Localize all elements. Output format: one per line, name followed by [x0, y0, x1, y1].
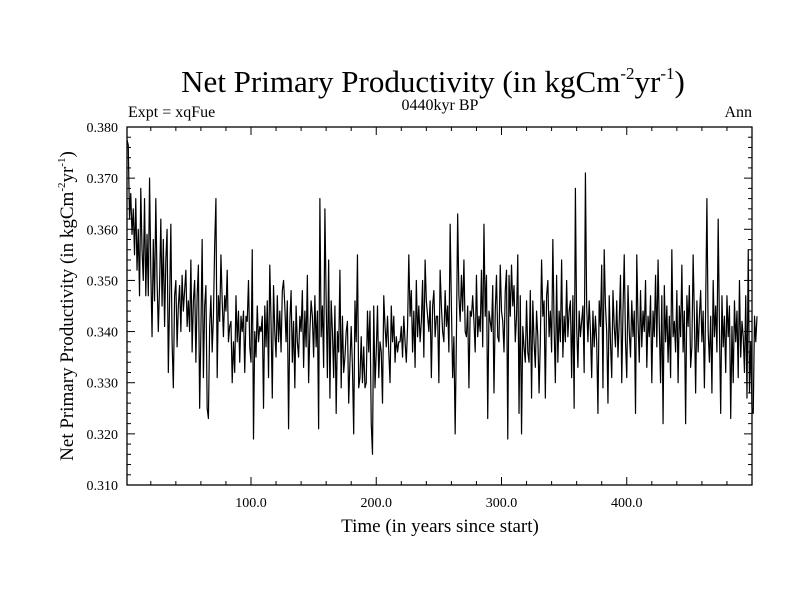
y-tick-label: 0.360: [87, 223, 119, 238]
period-label: 0440kyr BP: [402, 97, 479, 114]
y-tick-label: 0.310: [87, 479, 119, 494]
y-tick-label: 0.320: [87, 428, 119, 443]
y-tick-label: 0.340: [87, 326, 119, 341]
x-tick-label: 300.0: [486, 496, 518, 511]
tick-labels: 0.310 0.320 0.330 0.340 0.350 0.360 0.370 0.380…: [87, 121, 643, 511]
series-line-npp: [126, 139, 758, 455]
experiment-label: Expt = xqFue: [128, 104, 215, 121]
plot-frame: [126, 126, 753, 486]
y-tick-label: 0.380: [87, 121, 119, 136]
y-tick-label: 0.330: [87, 377, 119, 392]
tick-marks: [127, 126, 752, 486]
y-axis-label: Net Primary Productivity (in kgCm-2yr-1): [56, 151, 78, 461]
y-tick-label: 0.370: [87, 172, 119, 187]
x-tick-label: 100.0: [235, 496, 267, 511]
season-label: Ann: [724, 104, 752, 121]
x-axis-label: Time (in years since start): [341, 516, 539, 537]
x-tick-label: 400.0: [611, 496, 643, 511]
chart-title: Net Primary Productivity (in kgCm-2yr-1): [181, 64, 685, 99]
x-tick-label: 200.0: [360, 496, 392, 511]
y-tick-label: 0.350: [87, 274, 119, 289]
